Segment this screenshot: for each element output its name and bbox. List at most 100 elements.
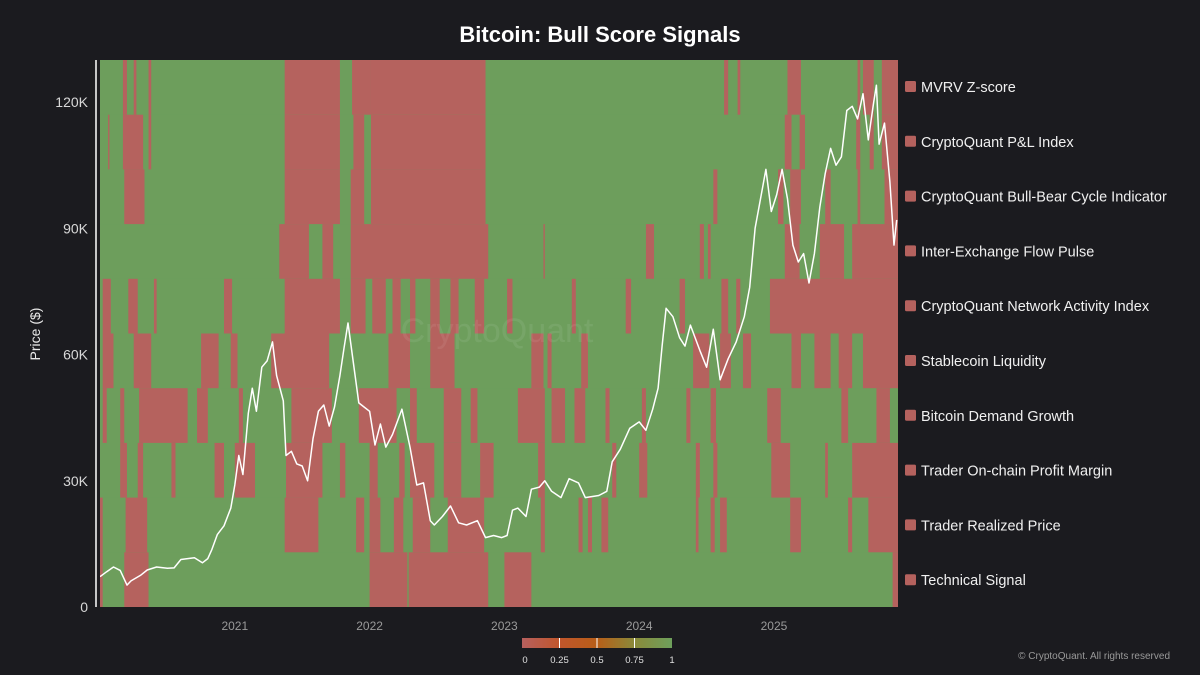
bearish-cell [353,114,365,170]
legend-label: CryptoQuant Bull-Bear Cycle Indicator [921,190,1167,206]
legend-swatch [905,190,916,202]
bearish-cell [108,114,110,170]
bearish-cell [710,497,715,553]
bearish-cell [625,278,632,334]
colorbar-tick-label: 0.75 [625,655,644,666]
bearish-cell [120,442,127,499]
bearish-cell [587,497,593,553]
legend-label: CryptoQuant Network Activity Index [921,299,1150,315]
bearish-cell [699,224,704,280]
bearish-cell [769,278,898,334]
bearish-cell [713,442,718,499]
legend-item-trader-realized-price: Trader Realized Price [905,518,1061,534]
bearish-cell [284,497,319,553]
signal-heatmap [100,60,898,607]
bearish-cell [767,388,781,444]
bearish-cell [133,60,137,116]
bearish-cell [393,497,404,553]
bearish-cell [214,442,225,499]
bearish-cell [399,442,405,499]
bearish-cell [284,60,340,116]
bearish-cell [139,388,188,444]
bearish-cell [153,278,157,334]
bearish-cell [737,60,741,116]
y-tick-label: 0 [80,599,88,615]
legend-item-bitcoin-demand-growth: Bitcoin Demand Growth [905,409,1074,425]
bearish-cell [102,278,111,334]
y-axis-label: Price ($) [27,308,43,361]
bearish-cell [148,60,152,116]
band-trader-on-chain-profit-margin [100,442,898,499]
bullish-cell [100,114,898,170]
colorbar-tick-label: 0.5 [590,655,603,666]
bearish-cell [578,497,583,553]
bearish-cell [551,388,566,444]
bearish-cell [124,169,145,225]
bearish-cell [450,278,459,334]
bearish-cell [369,497,381,553]
legend-swatch [905,300,916,312]
bearish-cell [784,224,800,280]
bullish-cell [100,552,898,607]
bearish-cell [713,169,718,225]
bearish-cell [543,224,545,280]
bearish-cell [547,333,552,389]
bearish-cell [412,497,431,553]
bearish-cell [125,497,148,553]
bearish-cell [679,278,686,334]
x-tick-label: 2022 [356,619,383,633]
bearish-cell [720,333,731,389]
colorbar-tick-label: 0 [522,655,527,666]
bearish-cell [322,224,334,280]
bearish-cell [430,278,440,334]
bearish-cell [230,333,238,389]
copyright: © CryptoQuant. All rights reserved [1018,651,1170,662]
bearish-cell [581,333,588,389]
bearish-cell [686,388,691,444]
bearish-cell [736,278,741,334]
bearish-cell [538,442,545,499]
bearish-cell [742,333,752,389]
bullish-cell [100,169,898,225]
legend-swatch [905,355,916,366]
bearish-cell [443,442,462,499]
bearish-cell [695,497,699,553]
legend-swatch [905,245,916,257]
legend-label: CryptoQuant P&L Index [921,135,1074,151]
colorbar-tick-label: 1 [669,655,674,666]
watermark: CryptoQuant [401,312,594,350]
colorbar: 0 0.25 0.5 0.75 1 [522,638,675,666]
bearish-cell [707,224,711,280]
bearish-cell [122,114,144,170]
bearish-cell [784,114,792,170]
bearish-cell [695,442,700,499]
bearish-cell [352,60,371,116]
bearish-cell [841,388,849,444]
bearish-cell [814,333,831,389]
bearish-cell [370,169,486,225]
bearish-cell [710,388,717,444]
bearish-cell [724,60,729,116]
bearish-cell [356,497,365,553]
bearish-cell [720,497,727,553]
colorbar-ticks: 0 0.25 0.5 0.75 1 [522,638,675,666]
bearish-cell [350,224,489,280]
bearish-cell [771,442,791,499]
chart-title: Bitcoin: Bull Score Signals [459,22,740,47]
legend-swatch [905,81,916,92]
bearish-cell [862,60,874,116]
bearish-cell [370,60,486,116]
bearish-cell [639,442,648,499]
bearish-cell [601,497,609,553]
bearish-cell [410,278,416,334]
legend-item-mvrv-z-score: MVRV Z-score [905,80,1016,96]
legend-swatch [905,135,916,147]
bearish-cell [507,278,513,334]
bearish-cell [120,388,125,444]
bearish-cell [102,333,114,389]
band-mvrv-z-score [100,60,898,116]
bullish-cell [100,224,898,280]
x-tick-label: 2021 [221,619,248,633]
legend-item-stablecoin-liquidity: Stablecoin Liquidity [905,354,1047,370]
bearish-cell [284,169,340,225]
